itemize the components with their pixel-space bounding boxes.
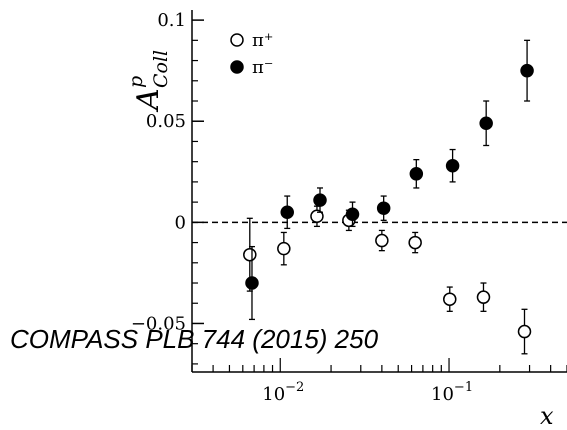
data-point-pi-minus [245, 276, 259, 290]
data-point-pi-minus [409, 167, 424, 181]
y-tick-label: −0.05 [131, 313, 186, 334]
y-tick-label: 0.1 [157, 10, 186, 31]
y-axis-title-sub: Coll [150, 50, 172, 88]
data-point-pi-minus [280, 205, 294, 219]
data-point-pi-plus [476, 290, 491, 304]
data-point-pi-plus [277, 241, 291, 256]
y-tick-label: 0.05 [146, 111, 186, 132]
y-tick-label: 0 [175, 212, 186, 233]
data-point-pi-minus [479, 116, 493, 131]
legend-label-pi-minus: π⁻ [252, 57, 273, 78]
x-tick-labels: 10−2 10−1 [262, 380, 473, 405]
y-axis-title: A p Coll [125, 50, 172, 113]
citation-annotation: COMPASS PLB 744 (2015) 250 [10, 324, 379, 354]
data-point-pi-minus [520, 63, 534, 78]
data-point-pi-minus [345, 207, 360, 222]
data-points [243, 39, 534, 355]
data-point-pi-plus [243, 247, 257, 262]
plot-frame [191, 10, 567, 373]
legend-label-pi-plus: π⁺ [252, 30, 273, 51]
y-axis-title-base: A [131, 88, 166, 113]
data-point-pi-minus [313, 193, 327, 207]
data-point-pi-plus [443, 292, 457, 306]
data-point-pi-plus [408, 235, 422, 250]
legend: π⁺ π⁻ [230, 30, 273, 78]
tick-marks [191, 19, 567, 372]
data-point-pi-minus [376, 201, 391, 215]
y-axis-title-sup: p [125, 76, 147, 88]
x-axis-title: x [540, 402, 554, 430]
data-point-pi-plus [375, 233, 389, 248]
y-tick-labels: 0.1 0.05 0 −0.05 [131, 10, 186, 334]
x-tick-label: 10−2 [262, 380, 304, 405]
x-tick-label: 10−1 [431, 380, 473, 405]
legend-marker-pi-plus [230, 33, 244, 47]
data-point-pi-plus [517, 324, 532, 339]
data-point-pi-minus [445, 158, 460, 173]
legend-marker-pi-minus [230, 60, 244, 74]
data-point-pi-plus [310, 209, 324, 224]
